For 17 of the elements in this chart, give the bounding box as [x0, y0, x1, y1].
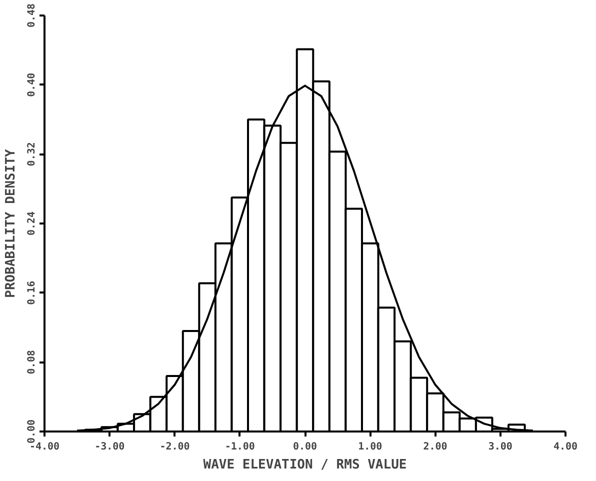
y-tick-label: 0.40	[26, 72, 38, 97]
y-tick-label: 0.16	[26, 280, 38, 305]
x-axis-title: WAVE ELEVATION / RMS VALUE	[203, 458, 407, 472]
x-tick-label: -3.00	[94, 442, 125, 452]
y-axis-title: PROBABILITY DENSITY	[4, 148, 18, 298]
x-tick-label: 0.00	[292, 442, 318, 452]
x-tick-label: -4.00	[29, 442, 60, 452]
x-tick-label: 3.00	[488, 442, 512, 452]
y-tick-label: 0.08	[26, 350, 38, 374]
x-tick-label: 2.00	[423, 442, 448, 452]
y-tick-label: 0.32	[26, 142, 38, 166]
x-tick-label: -1.00	[224, 442, 255, 452]
y-tick-label: 0.48	[26, 3, 38, 28]
x-tick-label: 4.00	[553, 442, 578, 452]
x-tick-label: 1.00	[358, 442, 382, 452]
y-tick-label: 0.24	[26, 211, 38, 236]
x-tick-label: -2.00	[160, 442, 190, 452]
